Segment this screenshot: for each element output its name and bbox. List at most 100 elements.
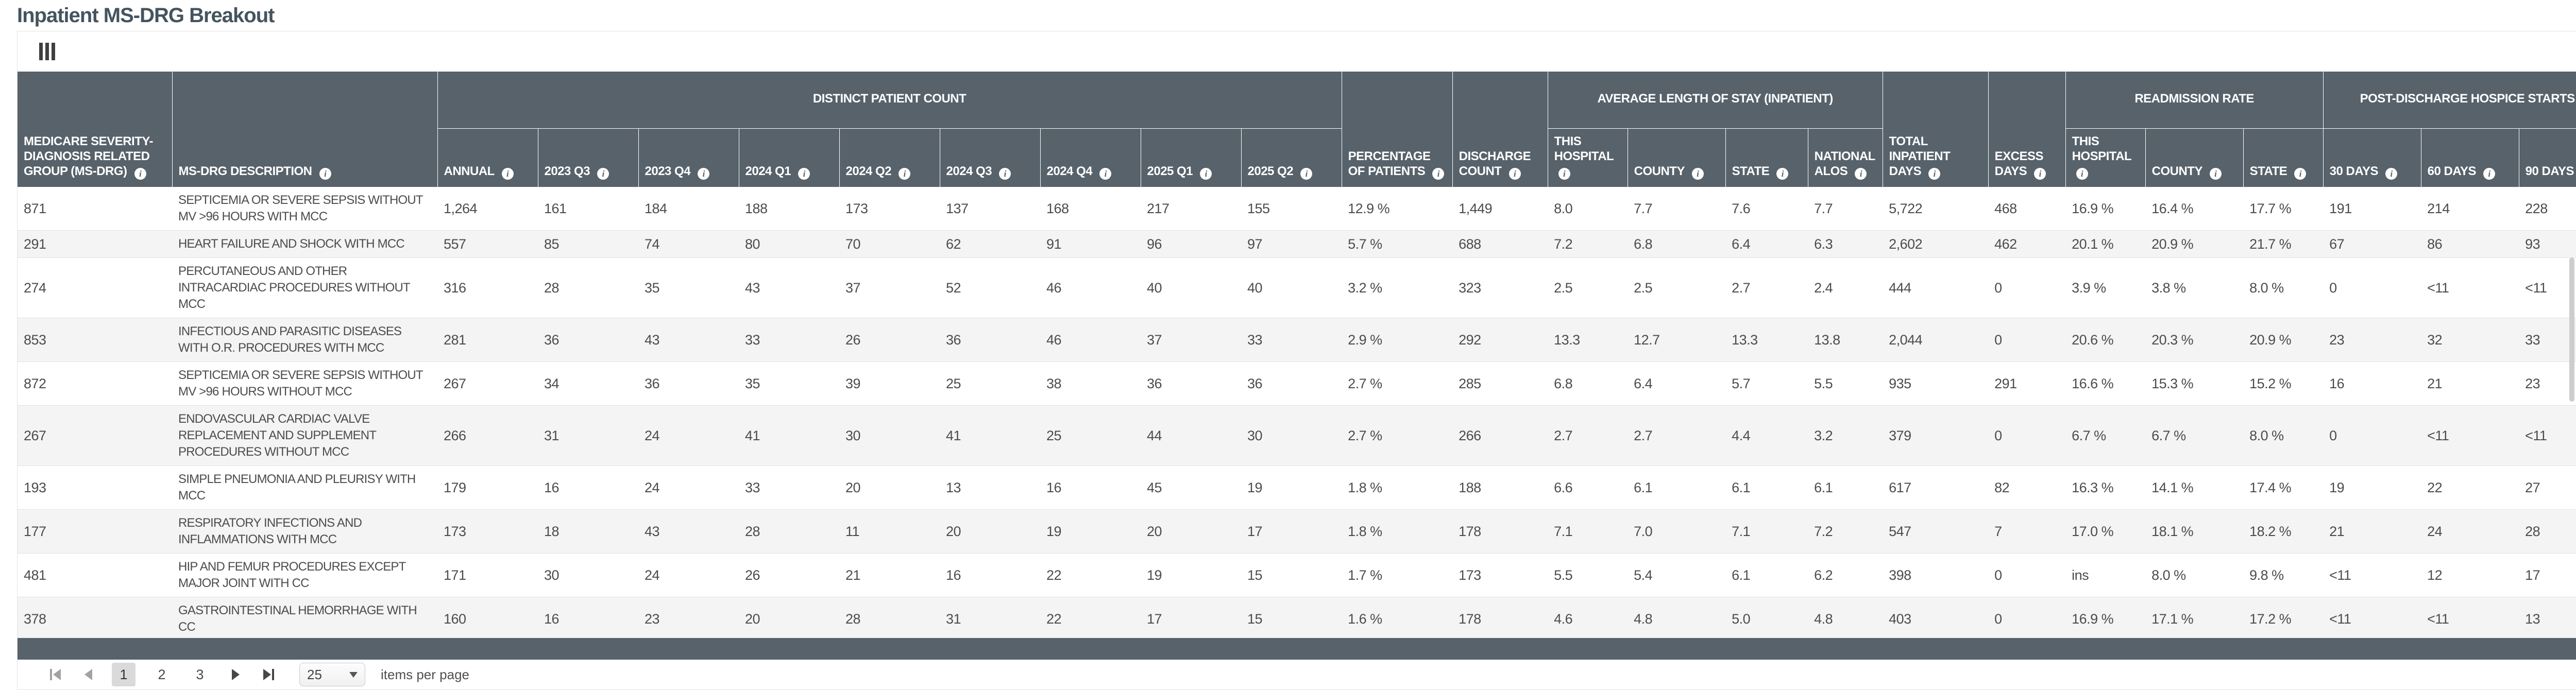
cell: 2.5 — [1548, 257, 1628, 318]
info-icon[interactable]: i — [999, 167, 1011, 180]
column-drag-handle-icon[interactable] — [39, 43, 55, 60]
info-icon[interactable]: i — [1509, 167, 1521, 180]
cell: 5.5 — [1548, 553, 1628, 597]
cell-description: INFECTIOUS AND PARASITIC DISEASES WITH O… — [172, 318, 437, 362]
cell: 7.7 — [1808, 186, 1883, 231]
pager-page-3[interactable]: 3 — [196, 666, 204, 682]
cell: 8.0 — [1548, 186, 1628, 231]
cell: 36 — [638, 361, 739, 406]
info-icon[interactable]: i — [798, 167, 810, 180]
cell-ms-drg-code: 481 — [18, 553, 172, 597]
info-icon[interactable]: i — [899, 167, 911, 180]
pager-page-1[interactable]: 1 — [112, 663, 135, 686]
cell: 91 — [1040, 230, 1141, 258]
cell: 5.7 — [1725, 361, 1808, 406]
column-header-2024-q4[interactable]: 2024 Q4 i — [1040, 128, 1141, 187]
cell: 52 — [940, 257, 1040, 318]
column-header-state[interactable]: STATE i — [2243, 128, 2324, 187]
info-icon[interactable]: i — [1300, 167, 1313, 180]
pager-last-button[interactable] — [259, 665, 278, 684]
info-icon[interactable]: i — [1432, 167, 1445, 180]
column-header-30-days[interactable]: 30 DAYS i — [2323, 128, 2421, 187]
info-icon[interactable]: i — [1691, 167, 1704, 180]
pager-page-2[interactable]: 2 — [158, 666, 166, 682]
table-horizontal-scrollbar[interactable] — [18, 638, 2576, 660]
info-icon[interactable]: i — [2483, 167, 2496, 180]
column-header-medicare-severity-diagnosis-related-group-ms-drg[interactable]: MEDICARE SEVERITY-DIAGNOSIS RELATED GROU… — [18, 72, 172, 187]
column-header-2024-q1[interactable]: 2024 Q1 i — [738, 128, 839, 187]
cell: 13.3 — [1725, 318, 1808, 362]
info-icon[interactable]: i — [1928, 167, 1941, 180]
column-header-discharge-count[interactable]: DISCHARGE COUNT i — [1452, 72, 1548, 187]
cell: 82 — [1988, 465, 2066, 510]
pager-prev-button[interactable] — [79, 665, 97, 684]
info-icon[interactable]: i — [1200, 167, 1212, 180]
group-header-readmission-rate: READMISSION RATE — [2065, 72, 2324, 129]
info-icon[interactable]: i — [2294, 167, 2307, 180]
column-header-2023-q3[interactable]: 2023 Q3 i — [537, 128, 638, 187]
cell: <11 — [2323, 597, 2421, 638]
info-icon[interactable]: i — [319, 167, 331, 180]
column-header-90-days[interactable]: 90 DAYS i — [2518, 128, 2576, 187]
cell-description: GASTROINTESTINAL HEMORRHAGE WITH CC — [172, 597, 437, 638]
column-header-state[interactable]: STATE i — [1725, 128, 1808, 187]
cell: 30 — [839, 405, 940, 466]
cell: 547 — [1883, 509, 1989, 554]
info-icon[interactable]: i — [2209, 167, 2222, 180]
info-icon[interactable]: i — [1099, 167, 1112, 180]
info-icon[interactable]: i — [597, 167, 609, 180]
column-header-60-days[interactable]: 60 DAYS i — [2420, 128, 2519, 187]
column-header-this-hospital[interactable]: THIS HOSPITAL i — [1547, 128, 1628, 187]
column-header-total-inpatient-days[interactable]: TOTAL INPATIENT DAYS i — [1882, 72, 1989, 187]
table-scroll-area: MEDICARE SEVERITY-DIAGNOSIS RELATED GROU… — [18, 72, 2576, 638]
cell: 6.4 — [1628, 361, 1726, 406]
cell: 97 — [1241, 230, 1342, 258]
cell: 40 — [1241, 257, 1342, 318]
cell: 25 — [940, 361, 1040, 406]
cell: 557 — [437, 230, 538, 258]
cell: 292 — [1452, 318, 1548, 362]
cell: <11 — [2421, 405, 2519, 466]
cell: 7.2 — [1808, 509, 1883, 554]
pager-next-button[interactable] — [226, 665, 245, 684]
cell: 15.2 % — [2243, 361, 2324, 406]
info-icon[interactable]: i — [1776, 167, 1789, 180]
cell: 12.9 % — [1342, 186, 1453, 231]
column-header-county[interactable]: COUNTY i — [2145, 128, 2244, 187]
cell-description: RESPIRATORY INFECTIONS AND INFLAMMATIONS… — [172, 509, 437, 554]
group-header-post-discharge-hospice-starts: POST-DISCHARGE HOSPICE STARTS — [2323, 72, 2576, 129]
column-header-percentage-of-patients[interactable]: PERCENTAGE OF PATIENTS i — [1341, 72, 1453, 187]
cell-ms-drg-code: 177 — [18, 509, 172, 554]
column-header-ms-drg-description[interactable]: MS-DRG DESCRIPTION i — [172, 72, 437, 187]
info-icon[interactable]: i — [2076, 167, 2088, 180]
info-icon[interactable]: i — [2385, 167, 2398, 180]
column-header-2025-q1[interactable]: 2025 Q1 i — [1140, 128, 1241, 187]
cell: 17.4 % — [2243, 465, 2324, 510]
info-icon[interactable]: i — [1855, 167, 1867, 180]
column-header-this-hospital[interactable]: THIS HOSPITAL i — [2065, 128, 2146, 187]
cell: 24 — [638, 405, 739, 466]
cell: 19 — [2323, 465, 2421, 510]
cell: 36 — [940, 318, 1040, 362]
cell: 7.6 — [1725, 186, 1808, 231]
column-header-2025-q2[interactable]: 2025 Q2 i — [1241, 128, 1342, 187]
column-header-2024-q3[interactable]: 2024 Q3 i — [939, 128, 1040, 187]
cell: 7.0 — [1628, 509, 1726, 554]
vertical-scrollbar[interactable] — [2569, 257, 2574, 402]
page-size-select[interactable]: 25 — [299, 663, 365, 686]
info-icon[interactable]: i — [501, 167, 514, 180]
column-header-excess-days[interactable]: EXCESS DAYS i — [1988, 72, 2066, 187]
column-header-county[interactable]: COUNTY i — [1627, 128, 1726, 187]
info-icon[interactable]: i — [698, 167, 710, 180]
cell: 34 — [538, 361, 638, 406]
cell: 93 — [2519, 230, 2576, 258]
info-icon[interactable]: i — [134, 167, 146, 180]
pager-first-button[interactable] — [46, 665, 64, 684]
column-header-national-alos[interactable]: NATIONAL ALOS i — [1807, 128, 1883, 187]
column-header-2023-q4[interactable]: 2023 Q4 i — [638, 128, 739, 187]
info-icon[interactable]: i — [2034, 167, 2046, 180]
info-icon[interactable]: i — [1558, 167, 1570, 180]
column-header-annual[interactable]: ANNUAL i — [437, 128, 538, 187]
ms-drg-grid-card: E x Excel MEDICARE SEVERITY-DIAGNOSIS RE… — [17, 31, 2576, 690]
column-header-2024-q2[interactable]: 2024 Q2 i — [839, 128, 940, 187]
